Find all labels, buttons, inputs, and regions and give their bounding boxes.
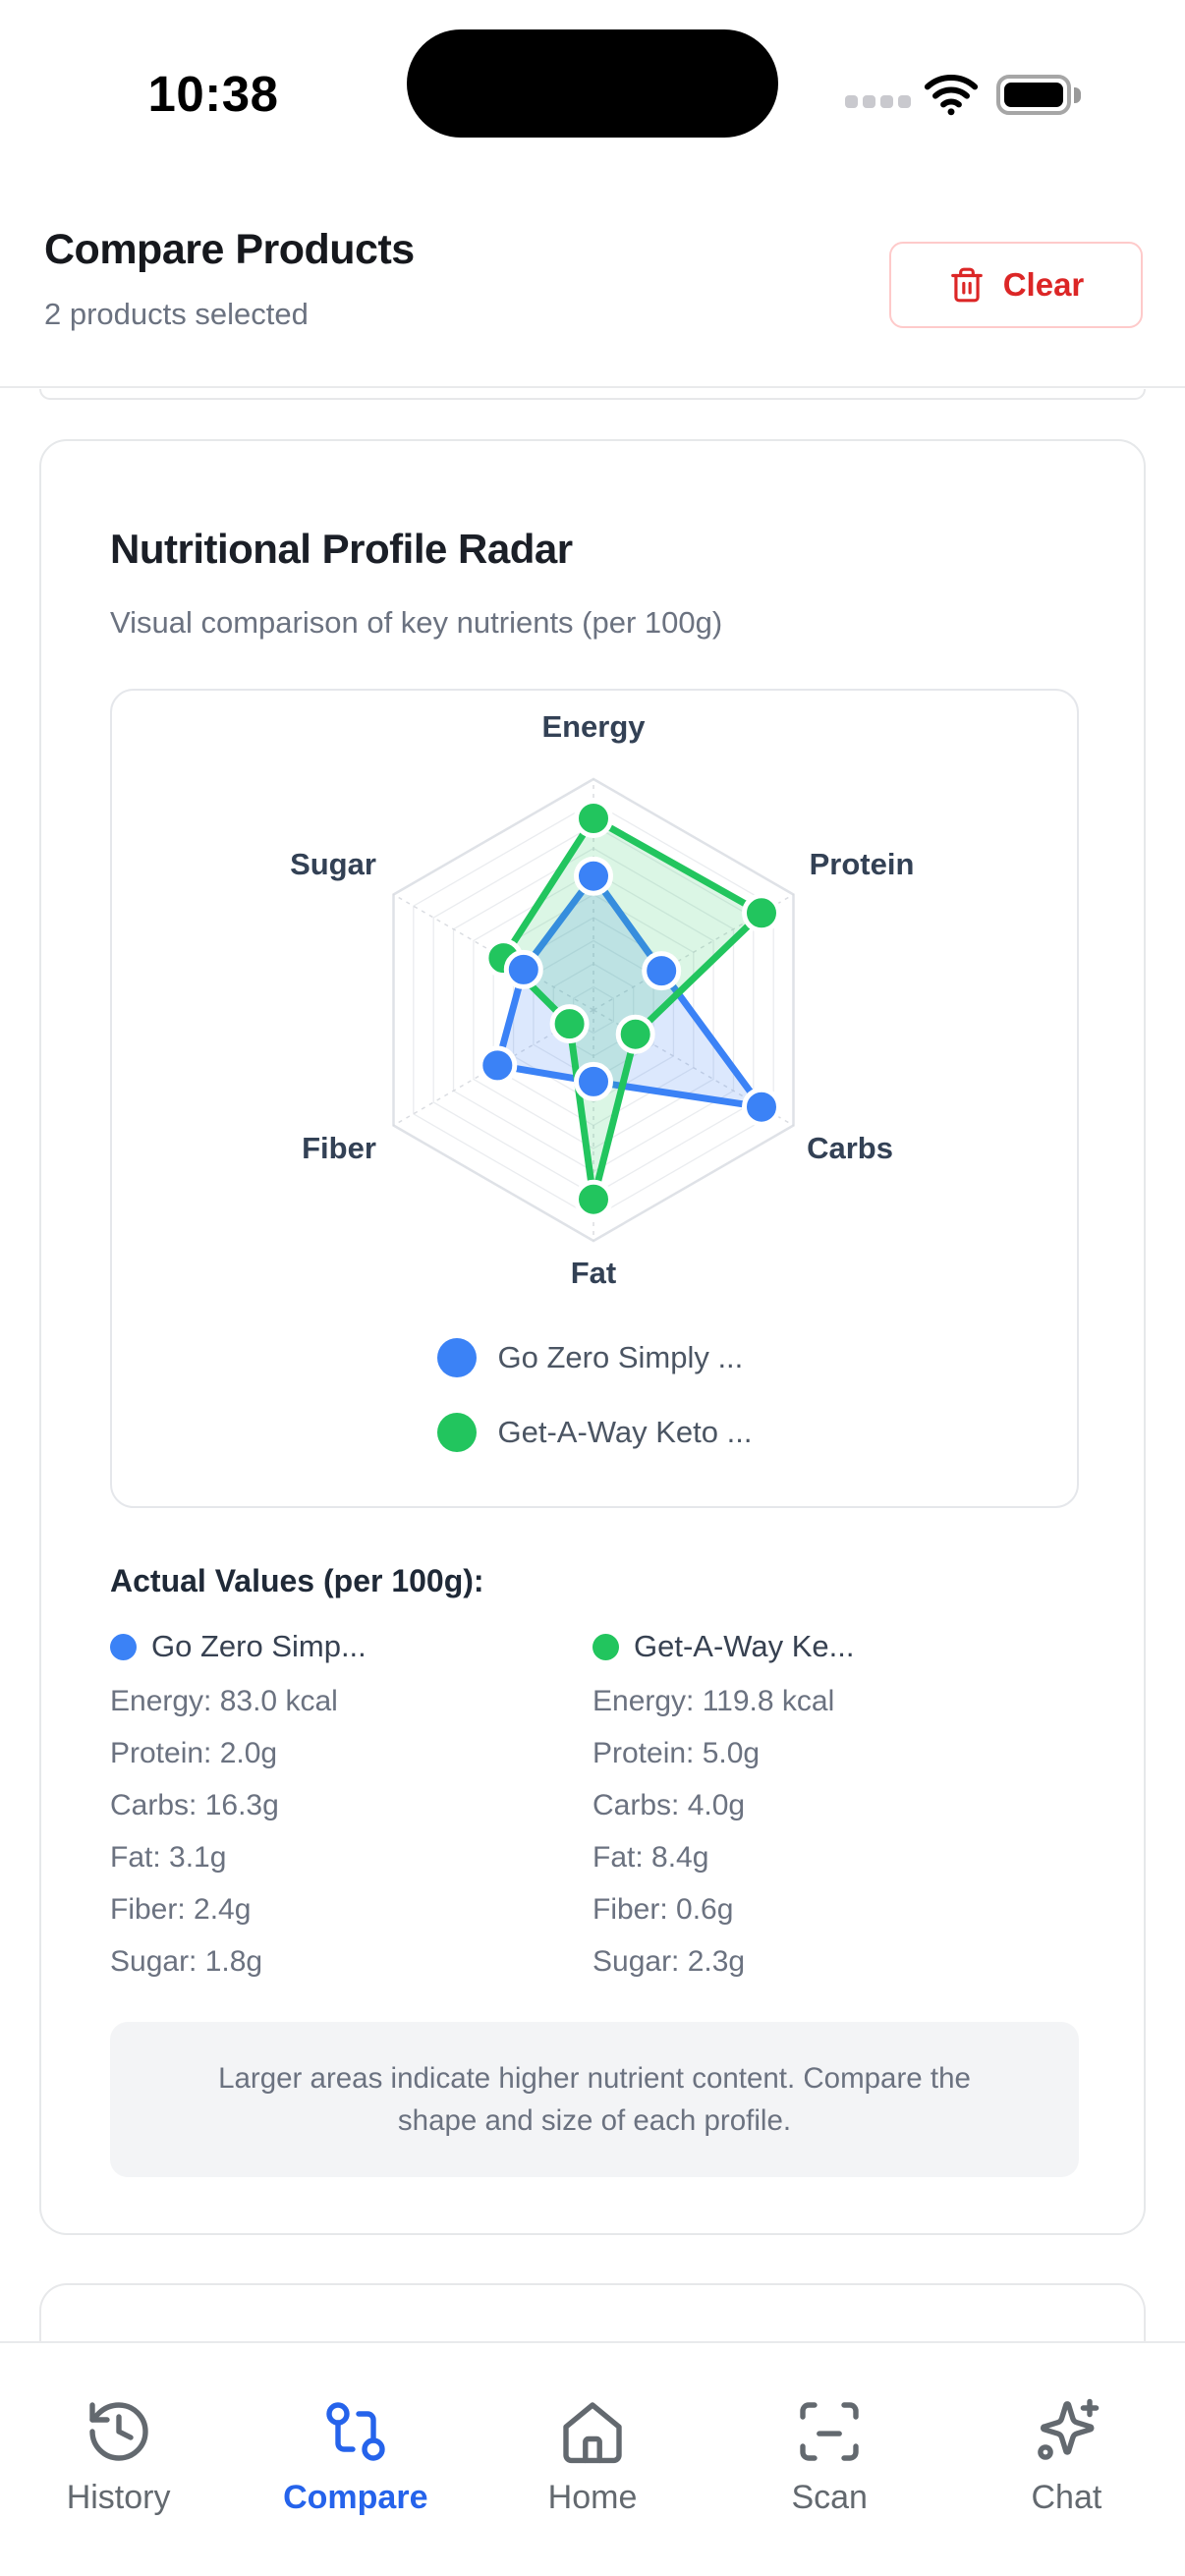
values-column-product-2: Get-A-Way Ke... Energy: 119.8 kcal Protei… (592, 1629, 1075, 1977)
product-2-name: Get-A-Way Ke... (634, 1629, 855, 1663)
radar-axis-label-carbs: Carbs (807, 1131, 893, 1165)
radar-axis-label-fiber: Fiber (302, 1131, 376, 1165)
product-2-values: Energy: 119.8 kcal Protein: 5.0g Carbs: 4.… (592, 1687, 1075, 1977)
radar-card: Nutritional Profile Radar Visual compari… (39, 439, 1146, 2235)
nav-item-history[interactable]: History (0, 2343, 237, 2576)
radar-chart-panel: Energy Protein Carbs Fat Fiber Sugar Go Zero … (110, 689, 1079, 1508)
battery-cap (1074, 87, 1081, 103)
radar-point[interactable] (478, 1045, 518, 1086)
radar-axis-label-fat: Fat (571, 1256, 617, 1290)
product-1-name: Go Zero Simp... (151, 1629, 367, 1663)
legend-item-series-2[interactable]: Get-A-Way Keto ... (436, 1413, 753, 1452)
value-row: Fiber: 2.4g (110, 1893, 252, 1926)
value-row: Sugar: 1.8g (110, 1945, 263, 1978)
radar-axis-label-protein: Protein (810, 847, 915, 881)
value-row: Carbs: 16.3g (110, 1789, 279, 1821)
next-card-edge (39, 2283, 1146, 2341)
clear-button[interactable]: Clear (889, 242, 1143, 328)
radar-point[interactable] (615, 1014, 655, 1054)
page-header: Compare Products 2 products selected Cle… (0, 147, 1185, 388)
previous-card-edge (39, 389, 1146, 400)
status-time: 10:38 (147, 66, 279, 122)
value-row: Protein: 2.0g (110, 1737, 278, 1769)
product-1-values: Energy: 83.0 kcal Protein: 2.0g Carbs: 16.… (110, 1687, 592, 1977)
radar-point[interactable] (742, 1087, 781, 1127)
nav-item-chat[interactable]: Chat (948, 2343, 1185, 2576)
trash-icon (950, 267, 983, 303)
radar-grid-ring (572, 985, 615, 1035)
radar-point[interactable] (574, 1061, 613, 1101)
radar-chart[interactable]: Energy Protein Carbs Fat Fiber Sugar (112, 691, 1076, 1329)
sparkles-icon (1038, 2398, 1100, 2460)
radar-axis-label-sugar: Sugar (290, 847, 376, 881)
value-row: Fat: 3.1g (110, 1841, 227, 1874)
card-subtitle: Visual comparison of key nutrients (per … (110, 605, 723, 640)
radar-axis-spoke (592, 893, 794, 1011)
wifi-icon (924, 74, 979, 116)
radar-point[interactable] (574, 856, 613, 896)
value-row: Fiber: 0.6g (592, 1893, 734, 1926)
series-2-color-dot (436, 1413, 477, 1452)
actual-values-title: Actual Values (per 100g): (110, 1563, 484, 1598)
dynamic-island (407, 29, 778, 138)
battery-icon (996, 75, 1071, 115)
radar-point[interactable] (642, 951, 682, 991)
legend-label: Get-A-Way Keto ... (497, 1415, 753, 1449)
history-icon (88, 2402, 148, 2461)
clear-button-label: Clear (1002, 266, 1085, 303)
actual-values-columns: Go Zero Simp... Energy: 83.0 kcal Protein… (110, 1629, 1075, 1977)
value-row: Sugar: 2.3g (592, 1945, 746, 1978)
chart-legend: Go Zero Simply ... Get-A-Way Keto ... (436, 1338, 753, 1452)
legend-label: Go Zero Simply ... (497, 1340, 744, 1374)
nav-item-home[interactable]: Home (474, 2343, 710, 2576)
selected-count: 2 products selected (44, 297, 309, 331)
scan-icon (800, 2402, 859, 2461)
product-2-name-row: Get-A-Way Ke... (592, 1629, 1075, 1664)
product-1-color-dot (110, 1633, 137, 1660)
value-row: Energy: 119.8 kcal (592, 1685, 835, 1717)
value-row: Energy: 83.0 kcal (110, 1685, 338, 1717)
product-2-color-dot (592, 1633, 619, 1660)
compare-icon (326, 2402, 385, 2461)
values-column-product-1: Go Zero Simp... Energy: 83.0 kcal Protein… (110, 1629, 592, 1977)
home-icon (563, 2402, 622, 2464)
card-title: Nutritional Profile Radar (110, 526, 573, 572)
content-scroll[interactable]: Nutritional Profile Radar Visual compari… (0, 388, 1185, 2341)
radar-point[interactable] (742, 893, 781, 933)
radar-point[interactable] (574, 1179, 613, 1219)
value-row: Fat: 8.4g (592, 1841, 709, 1874)
product-1-name-row: Go Zero Simp... (110, 1629, 592, 1664)
value-row: Carbs: 4.0g (592, 1789, 746, 1821)
nav-item-compare[interactable]: Compare (237, 2343, 474, 2576)
status-bar: 10:38 (0, 0, 1185, 147)
cellular-signal-icon (845, 95, 911, 108)
chart-note: Larger areas indicate higher nutrient co… (110, 2022, 1079, 2177)
radar-axis-label-energy: Energy (541, 709, 646, 744)
legend-item-series-1[interactable]: Go Zero Simply ... (436, 1338, 753, 1377)
bottom-nav: History Compare Home (0, 2341, 1185, 2576)
page-title: Compare Products (44, 226, 415, 273)
nav-item-scan[interactable]: Scan (711, 2343, 948, 2576)
series-1-color-dot (436, 1338, 477, 1377)
chart-note-text: Larger areas indicate higher nutrient co… (218, 2062, 971, 2137)
radar-point[interactable] (503, 949, 543, 989)
value-row: Protein: 5.0g (592, 1737, 761, 1769)
radar-point[interactable] (549, 1004, 590, 1044)
radar-point[interactable] (574, 799, 613, 838)
radar-grid-ring (473, 870, 714, 1149)
